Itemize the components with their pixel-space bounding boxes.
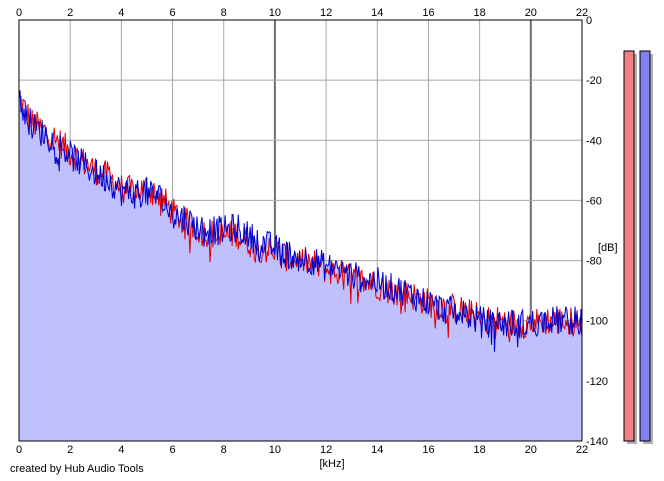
x-tick-label-bottom: 8 <box>221 444 227 456</box>
x-tick-label-bottom: 22 <box>576 444 588 456</box>
x-tick-label-top: 10 <box>269 7 281 19</box>
x-tick-label-top: 18 <box>474 7 486 19</box>
x-tick-label-bottom: 20 <box>525 444 537 456</box>
y-tick-label: -20 <box>586 75 602 87</box>
x-tick-label-bottom: 10 <box>269 444 281 456</box>
y-tick-label: -80 <box>586 256 602 268</box>
credit-text: created by Hub Audio Tools <box>10 463 144 475</box>
y-tick-label: -120 <box>586 376 608 388</box>
x-tick-label-top: 12 <box>320 7 332 19</box>
x-axis-label: [kHz] <box>319 458 344 470</box>
y-tick-label: -40 <box>586 135 602 147</box>
y-tick-label: -140 <box>586 436 608 448</box>
x-tick-label-top: 20 <box>525 7 537 19</box>
x-tick-label-top: 8 <box>221 7 227 19</box>
x-tick-label-top: 22 <box>576 7 588 19</box>
level-meter-1 <box>623 50 635 442</box>
x-tick-label-bottom: 12 <box>320 444 332 456</box>
x-tick-label-bottom: 4 <box>118 444 124 456</box>
x-tick-label-bottom: 2 <box>67 444 73 456</box>
x-tick-label-bottom: 14 <box>371 444 383 456</box>
y-tick-label: -100 <box>586 316 608 328</box>
x-tick-label-bottom: 0 <box>16 444 22 456</box>
plot-border <box>18 19 583 442</box>
y-axis-label: [dB] <box>598 242 618 254</box>
x-tick-label-top: 14 <box>371 7 383 19</box>
x-tick-label-top: 2 <box>67 7 73 19</box>
level-meter-2 <box>639 50 651 442</box>
x-tick-label-top: 4 <box>118 7 124 19</box>
x-tick-label-bottom: 18 <box>474 444 486 456</box>
y-tick-label: -60 <box>586 195 602 207</box>
x-tick-label-top: 6 <box>169 7 175 19</box>
series-line-2 <box>19 90 582 352</box>
x-tick-label-top: 16 <box>422 7 434 19</box>
x-tick-label-top: 0 <box>16 7 22 19</box>
y-tick-label: 0 <box>586 15 592 27</box>
x-tick-label-bottom: 6 <box>169 444 175 456</box>
x-tick-label-bottom: 16 <box>422 444 434 456</box>
